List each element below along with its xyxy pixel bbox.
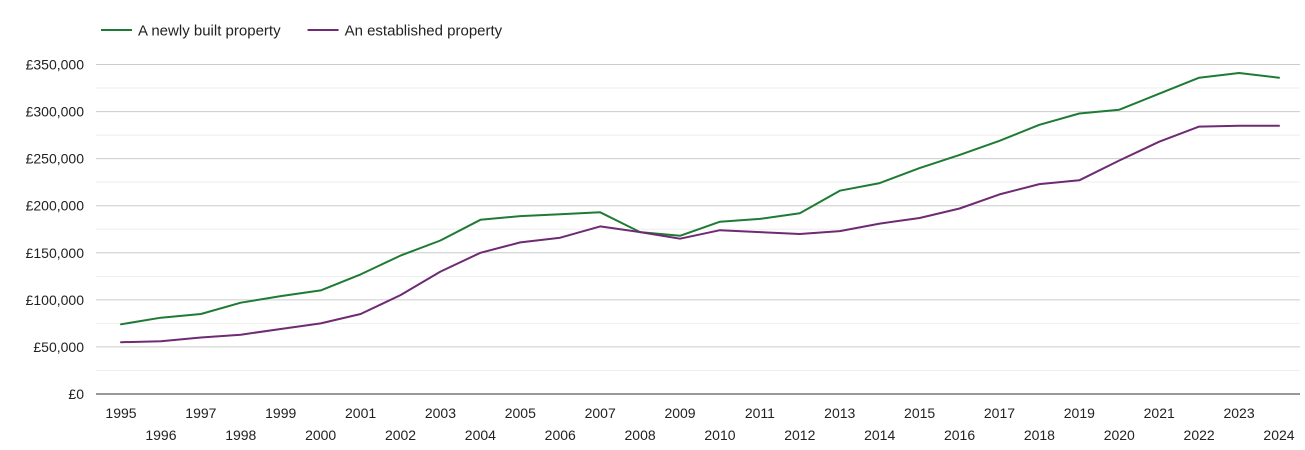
y-axis: £0 £50,000 £100,000 £150,000 £200,000 £250,00… <box>26 57 85 403</box>
x-tick-label: 2000 <box>305 427 336 443</box>
y-tick-label: £50,000 <box>33 339 84 355</box>
x-tick-label: 2013 <box>824 405 855 421</box>
x-tick-label: 2022 <box>1184 427 1215 443</box>
x-tick-label: 2024 <box>1263 427 1294 443</box>
x-tick-label: 2018 <box>1024 427 1055 443</box>
x-tick-label: 1999 <box>265 405 296 421</box>
x-tick-label: 2021 <box>1144 405 1175 421</box>
x-tick-label: 1998 <box>225 427 256 443</box>
y-tick-label: £100,000 <box>26 292 85 308</box>
x-tick-label: 2006 <box>545 427 576 443</box>
x-tick-label: 2010 <box>704 427 735 443</box>
y-tick-label: £350,000 <box>26 57 85 73</box>
y-tick-label: £300,000 <box>26 104 85 120</box>
y-tick-label: £0 <box>68 386 84 402</box>
x-tick-label: 2001 <box>345 405 376 421</box>
x-tick-label: 2011 <box>745 405 775 421</box>
legend-item-1: A newly built property <box>101 23 281 40</box>
y-tick-label: £150,000 <box>26 245 85 261</box>
series-lines <box>120 72 1280 344</box>
x-axis: 1995 1996 1997 1998 1999 2000 2001 2002 2003 2004… <box>96 393 1300 443</box>
x-tick-label: 1996 <box>145 427 176 443</box>
x-tick-label: 2007 <box>585 405 616 421</box>
x-tick-label: 2014 <box>864 427 895 443</box>
legend-item-2: An established property <box>307 23 503 40</box>
x-tick-label: 2012 <box>784 427 815 443</box>
legend-label: An established property <box>345 23 503 40</box>
x-tick-label: 1995 <box>105 405 136 421</box>
x-tick-label: 2005 <box>505 405 536 421</box>
x-tick-label: 2020 <box>1104 427 1135 443</box>
x-tick-label: 2015 <box>904 405 935 421</box>
series-line-1 <box>120 72 1280 326</box>
series-line-2 <box>120 124 1280 344</box>
y-tick-label: £200,000 <box>26 198 85 214</box>
x-tick-label: 2003 <box>425 405 456 421</box>
x-tick-label: 2002 <box>385 427 416 443</box>
x-tick-label: 2009 <box>664 405 695 421</box>
x-tick-label: 2017 <box>984 405 1015 421</box>
y-tick-label: £250,000 <box>26 151 85 167</box>
x-tick-label: 2016 <box>944 427 975 443</box>
x-tick-label: 2004 <box>465 427 496 443</box>
legend-label: A newly built property <box>138 23 281 40</box>
x-tick-label: 1997 <box>185 405 216 421</box>
x-tick-label: 2019 <box>1064 405 1095 421</box>
legend: A newly built property An established pro… <box>101 23 503 40</box>
x-tick-label: 2023 <box>1223 405 1254 421</box>
x-tick-label: 2008 <box>625 427 656 443</box>
